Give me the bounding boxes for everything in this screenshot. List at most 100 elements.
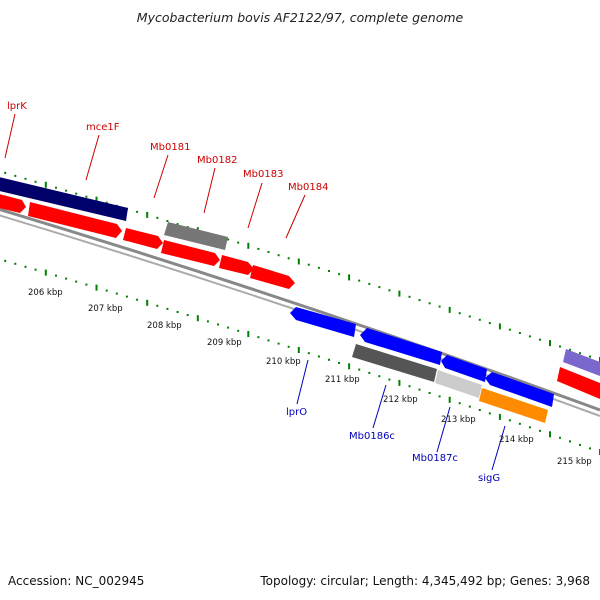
gene-label-mb0186c[interactable]: Mb0186c [349,431,395,442]
minor-tick [227,326,230,329]
major-tick [549,340,551,347]
gene-sigg[interactable] [479,388,548,423]
minor-tick [166,307,169,310]
minor-tick [569,440,571,443]
major-tick [448,306,451,313]
minor-tick [105,201,108,204]
gene-label-mb0181[interactable]: Mb0181 [150,142,190,153]
leader-line [491,425,506,471]
minor-tick [136,210,139,213]
minor-tick [166,220,169,222]
minor-tick [186,314,189,317]
minor-tick [408,385,411,388]
minor-tick [508,328,511,331]
gene-label-lpro[interactable]: lprO [286,407,307,418]
minor-tick [518,422,521,425]
gene-label-sigg[interactable]: sigG [478,473,500,484]
gene-lprk[interactable] [0,176,128,221]
kbp-label: 209 kbp [207,338,242,348]
gene-red-1[interactable] [0,193,26,213]
gene-blue-2[interactable] [360,328,442,365]
minor-tick [438,395,441,398]
major-tick [398,290,401,297]
minor-tick [277,254,280,257]
minor-tick [338,362,341,364]
gene-mb0184-b[interactable] [250,265,295,289]
minor-tick [528,335,531,338]
minor-tick [338,273,341,276]
leader-line [85,134,100,181]
major-tick [247,331,250,337]
gene-red-right[interactable] [557,367,600,399]
minor-tick [508,419,511,422]
minor-tick [24,265,27,268]
gene-lpro[interactable] [290,307,356,337]
minor-tick [125,295,128,298]
minor-tick [85,283,88,286]
minor-tick [388,289,391,292]
minor-tick [237,329,240,332]
minor-tick [559,436,561,439]
gene-blue-3[interactable] [441,355,487,382]
gene-mb0187c[interactable] [435,370,482,398]
kbp-label: 211 kbp [325,375,360,385]
backbone-outer-line [0,207,600,412]
minor-tick [317,355,320,358]
minor-tick [428,302,431,305]
major-tick [44,269,47,276]
minor-tick [358,279,361,282]
gene-mb0186c[interactable] [352,344,437,382]
gene-label-lprk[interactable]: lprK [7,101,27,112]
gene-purple[interactable] [563,349,600,376]
gene-mb0183[interactable] [161,240,220,266]
minor-tick [34,268,37,271]
minor-tick [115,292,118,295]
leader-line [436,406,451,453]
gene-label-mce1f[interactable]: mce1F [86,122,120,133]
gene-mb0181[interactable] [123,228,163,249]
minor-tick [378,286,381,289]
major-tick [146,211,149,218]
minor-tick [307,352,310,355]
kbp-label: 207 kbp [88,304,123,314]
minor-tick [105,289,108,292]
outer-tick-ring [4,171,600,363]
major-tick [549,431,551,438]
kbp-label: 206 kbp [28,288,63,298]
minor-tick [85,195,88,198]
major-tick [398,379,401,386]
gene-mb0182[interactable] [164,222,228,250]
minor-tick [176,311,179,313]
minor-tick [539,429,541,432]
minor-tick [418,299,421,302]
major-tick [196,315,199,322]
minor-tick [75,192,78,195]
minor-tick [559,345,561,348]
minor-tick [579,352,581,355]
gene-label-mb0184[interactable]: Mb0184 [288,182,328,193]
minor-tick [468,315,471,318]
major-tick [297,347,300,353]
gene-label-mb0183[interactable]: Mb0183 [243,169,283,180]
gene-mce1f[interactable] [28,202,122,238]
major-tick [348,363,351,370]
minor-tick [257,247,260,250]
minor-tick [368,371,371,374]
minor-tick [206,320,209,323]
major-tick [247,242,250,249]
minor-tick [458,402,461,405]
minor-tick [388,378,391,381]
minor-tick [217,323,219,326]
minor-tick [428,392,431,394]
gene-mb0184-a[interactable] [219,255,254,275]
leader-line [296,359,309,405]
kbp-label: 212 kbp [383,395,418,405]
minor-tick [277,342,280,345]
gene-label-mb0187c[interactable]: Mb0187c [412,453,458,464]
minor-tick [317,266,320,269]
gene-label-mb0182[interactable]: Mb0182 [197,155,237,166]
gene-blue-4[interactable] [485,372,554,407]
minor-tick [539,338,541,341]
genome-summary-text: Topology: circular; Length: 4,345,492 bp… [260,574,590,588]
